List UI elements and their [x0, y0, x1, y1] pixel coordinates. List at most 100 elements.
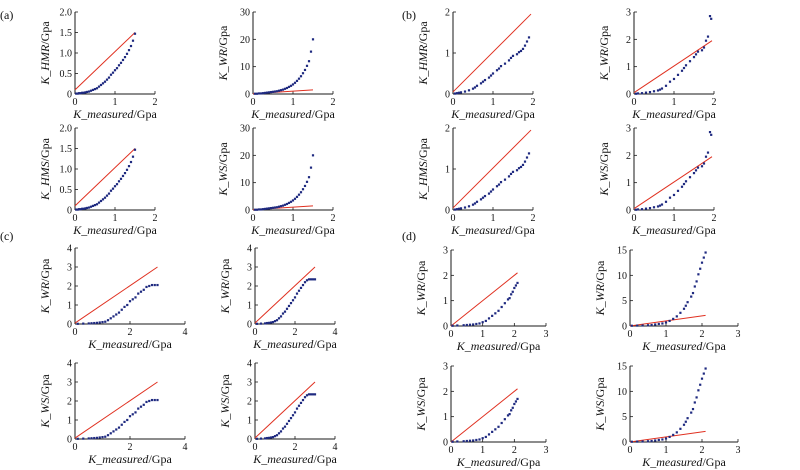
data-point	[484, 435, 487, 439]
data-point	[491, 188, 495, 191]
data-point	[273, 435, 277, 438]
data-point	[76, 208, 79, 211]
data-point	[129, 44, 133, 48]
y-tick-label: 4	[247, 359, 252, 370]
y-tick-label: 1	[445, 165, 450, 176]
data-point	[287, 304, 291, 308]
x-tick-label: 4	[333, 327, 338, 338]
data-point	[453, 208, 457, 211]
data-point	[301, 72, 305, 75]
data-point	[82, 437, 85, 440]
y-tick-label: 1	[443, 412, 448, 423]
data-point	[287, 85, 291, 88]
data-point	[696, 166, 700, 169]
data-point	[82, 322, 85, 325]
data-point	[297, 404, 301, 407]
data-point	[465, 439, 468, 443]
x-tick-label: 2	[128, 442, 133, 453]
data-point	[275, 206, 279, 209]
data-point	[672, 77, 676, 81]
data-point	[506, 414, 510, 417]
data-point	[112, 430, 115, 433]
data-point	[89, 205, 93, 208]
data-point	[527, 152, 531, 155]
x-tick-label: 3	[736, 329, 741, 340]
data-point	[481, 196, 485, 199]
y-axis-title: K_WS/Gpa	[414, 377, 428, 432]
data-point	[113, 185, 117, 188]
x-tick-label: 0	[449, 329, 454, 340]
y-tick-label: 1	[626, 178, 631, 189]
y-tick-label: 5	[622, 412, 627, 423]
data-point	[516, 281, 519, 285]
data-point	[636, 208, 640, 211]
chart-panel-9: 0 2 4 0 1 2 3 4 K_measured/Gpa K_WR/Gpa	[38, 244, 188, 352]
data-point	[686, 301, 689, 304]
y-tick-label: 1	[247, 416, 252, 427]
data-point	[630, 440, 633, 443]
chart-panel-13: 0 2 4 0 1 2 3 4 K_measured/Gpa K_WS/Gpa	[38, 359, 188, 467]
y-tick-label: 0	[443, 322, 448, 333]
y-tick-label: 2	[67, 397, 72, 408]
data-point	[521, 163, 525, 166]
data-point	[303, 68, 307, 72]
data-point	[695, 396, 698, 399]
y-tick-label: 2	[247, 397, 252, 408]
data-point	[105, 194, 109, 197]
y-tick-label: 1	[443, 296, 448, 307]
data-point	[87, 206, 91, 209]
y-tick-label: 2	[247, 282, 252, 293]
data-point	[121, 174, 125, 178]
data-point	[513, 402, 516, 406]
data-point	[500, 305, 503, 309]
data-point	[148, 399, 151, 403]
data-point	[692, 56, 696, 59]
reference-line	[254, 381, 316, 439]
y-axis-title: K_WS/Gpa	[216, 142, 230, 197]
x-axis-title: K_measured/Gpa	[450, 223, 535, 237]
data-point	[521, 47, 525, 50]
data-point	[134, 296, 137, 299]
data-point	[472, 323, 475, 326]
y-tick-label: 0	[622, 322, 627, 333]
y-tick-label: 3	[67, 263, 72, 274]
reference-line	[633, 40, 713, 94]
y-tick-label: 2	[443, 387, 448, 398]
data-point	[693, 401, 696, 404]
y-tick-label: 3	[247, 378, 252, 389]
y-tick-label: 1	[247, 301, 252, 312]
data-point	[672, 317, 675, 321]
data-point	[307, 176, 311, 179]
data-point	[289, 302, 293, 305]
data-point	[684, 304, 687, 307]
data-point	[511, 170, 515, 173]
data-point	[463, 90, 467, 93]
y-axis-title: K_HMR/Gpa	[416, 21, 430, 86]
data-point	[299, 286, 303, 289]
data-point	[313, 393, 317, 396]
data-point	[109, 73, 113, 76]
x-tick-label: 1	[113, 97, 118, 108]
data-point	[511, 406, 514, 409]
x-tick-label: 1	[480, 329, 485, 340]
data-point	[99, 199, 103, 203]
data-point	[646, 324, 650, 327]
data-point	[305, 394, 309, 397]
chart-panel-12: 0 1 2 3 0 5 10 15 K_measured/Gpa K_WR/Gpa	[593, 246, 741, 354]
y-tick-label: 2	[67, 282, 72, 293]
data-point	[634, 92, 638, 95]
data-point	[82, 91, 85, 94]
data-point	[453, 92, 457, 95]
x-tick-label: 2	[293, 442, 298, 453]
data-point	[126, 418, 129, 422]
data-point	[115, 183, 119, 186]
panel-label-d: (d)	[402, 229, 416, 243]
data-point	[106, 319, 110, 322]
x-tick-label: 0	[628, 445, 633, 456]
data-point	[101, 321, 104, 324]
data-point	[648, 206, 652, 210]
